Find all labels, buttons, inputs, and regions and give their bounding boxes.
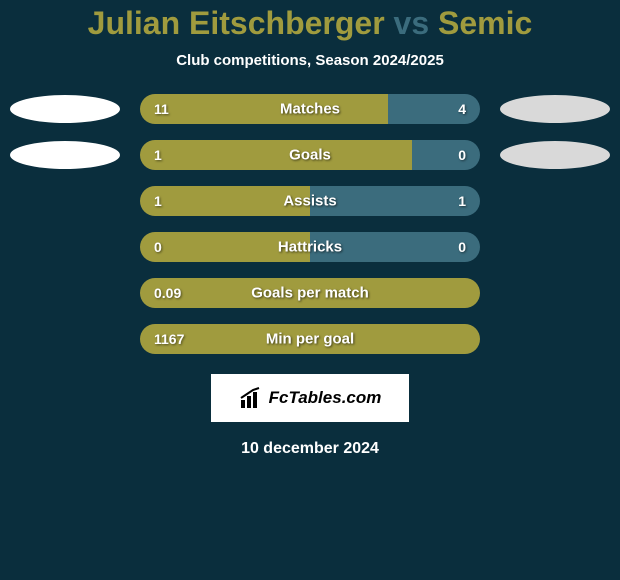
stat-row: 0 0 Hattricks <box>0 232 620 262</box>
stat-value-left: 0.09 <box>154 285 181 301</box>
subtitle: Club competitions, Season 2024/2025 <box>176 52 444 69</box>
stat-bar-left <box>140 94 388 124</box>
spacer <box>10 187 120 215</box>
stat-row: 1 1 Assists <box>0 186 620 216</box>
vs-text: vs <box>394 5 430 41</box>
spacer <box>10 279 120 307</box>
stat-value-right: 0 <box>458 239 466 255</box>
comparison-title: Julian Eitschberger vs Semic <box>88 5 533 42</box>
stat-value-left: 0 <box>154 239 162 255</box>
stat-value-left: 1 <box>154 147 162 163</box>
stat-bar-left <box>140 140 412 170</box>
spacer <box>500 233 610 261</box>
stat-row: 11 4 Matches <box>0 94 620 124</box>
spacer <box>10 233 120 261</box>
player-right-name: Semic <box>438 5 532 41</box>
stat-bar: 0 0 Hattricks <box>140 232 480 262</box>
stat-label: Hattricks <box>278 239 342 256</box>
stat-label: Assists <box>283 193 336 210</box>
date-text: 10 december 2024 <box>241 440 379 458</box>
player-left-badge <box>10 141 120 169</box>
player-right-badge <box>500 141 610 169</box>
stat-label: Min per goal <box>266 331 354 348</box>
player-right-badge <box>500 95 610 123</box>
stat-label: Goals <box>289 147 331 164</box>
stat-row: 1167 Min per goal <box>0 324 620 354</box>
chart-icon <box>239 386 263 410</box>
player-left-badge <box>10 95 120 123</box>
stat-label: Goals per match <box>251 285 369 302</box>
stat-bar: 1 1 Assists <box>140 186 480 216</box>
stat-value-right: 4 <box>458 101 466 117</box>
stat-value-left: 1 <box>154 193 162 209</box>
spacer <box>500 187 610 215</box>
fctables-badge: FcTables.com <box>211 374 410 422</box>
stat-row: 0.09 Goals per match <box>0 278 620 308</box>
stat-row: 1 0 Goals <box>0 140 620 170</box>
spacer <box>500 325 610 353</box>
stat-bar: 1 0 Goals <box>140 140 480 170</box>
spacer <box>10 325 120 353</box>
stat-bar: 1167 Min per goal <box>140 324 480 354</box>
stat-bar-right <box>388 94 480 124</box>
stat-value-right: 0 <box>458 147 466 163</box>
stat-bar: 0.09 Goals per match <box>140 278 480 308</box>
stat-bar: 11 4 Matches <box>140 94 480 124</box>
spacer <box>500 279 610 307</box>
fctables-text: FcTables.com <box>269 388 382 408</box>
stats-container: 114Matches10Goals11Assists00Hattricks0.0… <box>0 94 620 354</box>
player-left-name: Julian Eitschberger <box>88 5 385 41</box>
stat-value-left: 11 <box>154 101 169 117</box>
stat-value-right: 1 <box>458 193 466 209</box>
stat-bar-right <box>412 140 480 170</box>
stat-label: Matches <box>280 101 340 118</box>
stat-value-left: 1167 <box>154 331 184 347</box>
